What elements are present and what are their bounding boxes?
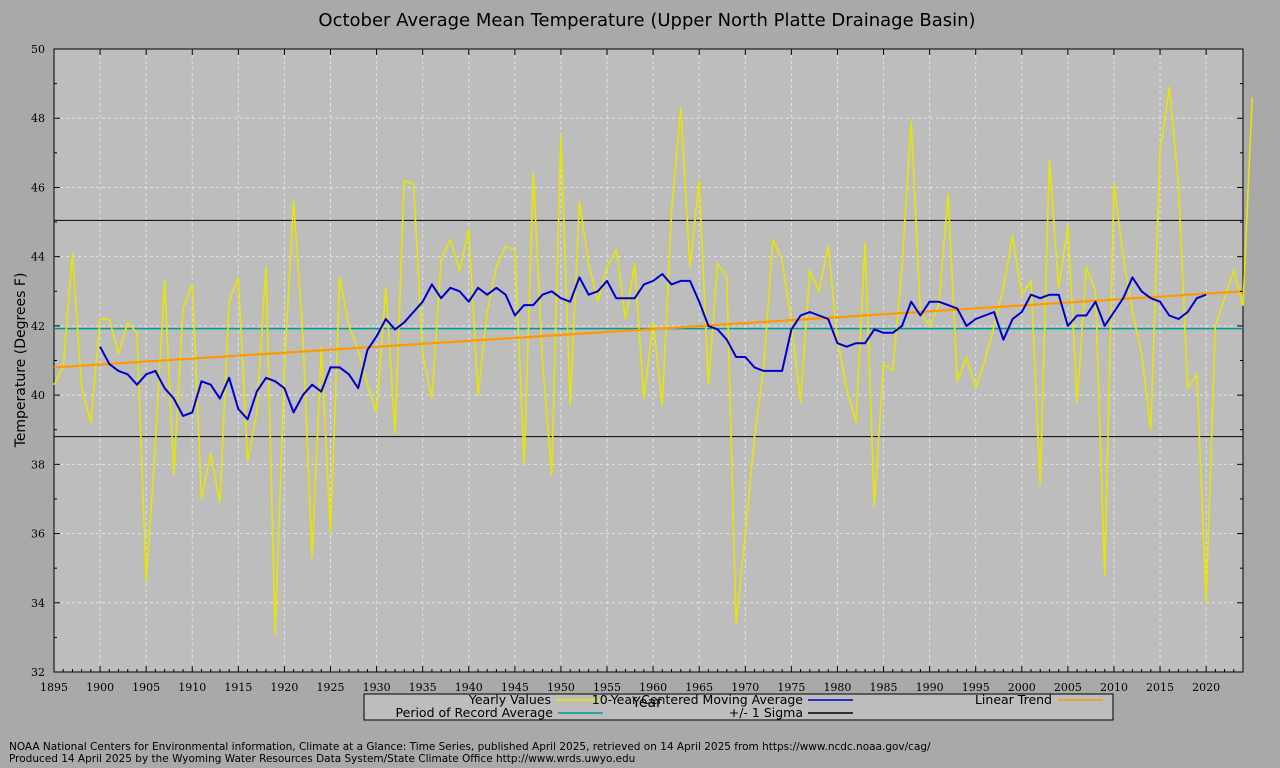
x-axis-label: Year xyxy=(631,695,662,711)
y-tick-label: 42 xyxy=(31,320,45,333)
x-tick-label: 1900 xyxy=(86,681,114,694)
x-tick-label: 1930 xyxy=(363,681,391,694)
x-tick-label: 1935 xyxy=(409,681,437,694)
x-tick-label: 1915 xyxy=(224,681,252,694)
x-tick-label: 1925 xyxy=(317,681,345,694)
y-tick-label: 50 xyxy=(31,43,45,56)
data-series xyxy=(53,86,1253,635)
legend-label: Linear Trend xyxy=(975,692,1052,707)
legend-label: +/- 1 Sigma xyxy=(729,705,803,720)
chart-title: October Average Mean Temperature (Upper … xyxy=(318,10,975,31)
x-tick-label: 1980 xyxy=(823,681,851,694)
x-tick-label: 2010 xyxy=(1100,681,1128,694)
x-tick-label: 1965 xyxy=(685,681,713,694)
moving-average-line xyxy=(99,273,1207,421)
x-tick-label: 1995 xyxy=(962,681,990,694)
x-tick-label: 1975 xyxy=(777,681,805,694)
x-tick-label: 1905 xyxy=(132,681,160,694)
y-axis-label: Temperature (Degrees F) xyxy=(13,273,29,449)
x-tick-label: 1950 xyxy=(547,681,575,694)
footer-line-1: NOAA National Centers for Environmental … xyxy=(9,741,931,753)
x-tick-label: 1955 xyxy=(593,681,621,694)
x-tick-label: 1990 xyxy=(916,681,944,694)
legend: Yearly Values 10-Year Centered Moving Ave… xyxy=(396,692,1103,720)
x-tick-label: 2005 xyxy=(1054,681,1082,694)
x-tick-label: 1945 xyxy=(501,681,529,694)
y-tick-label: 40 xyxy=(31,389,45,402)
linear-trend-line xyxy=(53,290,1244,369)
axis-ticks: 1895 1900 1905 1910 1915 1920 1925 1930 1935 1940… xyxy=(31,43,1244,694)
y-tick-label: 48 xyxy=(31,112,45,125)
legend-box xyxy=(363,693,1114,721)
y-tick-label: 32 xyxy=(31,666,45,679)
y-tick-label: 38 xyxy=(31,458,45,471)
x-tick-label: 1960 xyxy=(639,681,667,694)
yearly-values-line xyxy=(53,86,1253,635)
x-tick-label: 1970 xyxy=(731,681,759,694)
x-tick-label: 2015 xyxy=(1146,681,1174,694)
y-tick-label: 36 xyxy=(31,528,45,541)
x-tick-label: 1895 xyxy=(40,681,68,694)
x-tick-label: 1910 xyxy=(178,681,206,694)
source-footer: NOAA National Centers for Environmental … xyxy=(9,741,931,765)
legend-label: Yearly Values xyxy=(468,692,551,707)
footer-line-2: Produced 14 April 2025 by the Wyoming Wa… xyxy=(9,753,636,765)
legend-label: 10-Year Centered Moving Average xyxy=(592,692,804,707)
x-tick-label: 1920 xyxy=(270,681,298,694)
y-tick-label: 34 xyxy=(31,597,45,610)
legend-label: Period of Record Average xyxy=(396,705,554,720)
x-tick-label: 1940 xyxy=(455,681,483,694)
x-tick-label: 2020 xyxy=(1192,681,1220,694)
x-tick-label: 2000 xyxy=(1008,681,1036,694)
y-tick-label: 44 xyxy=(31,251,45,264)
x-tick-label: 1985 xyxy=(870,681,898,694)
y-tick-label: 46 xyxy=(31,181,45,194)
